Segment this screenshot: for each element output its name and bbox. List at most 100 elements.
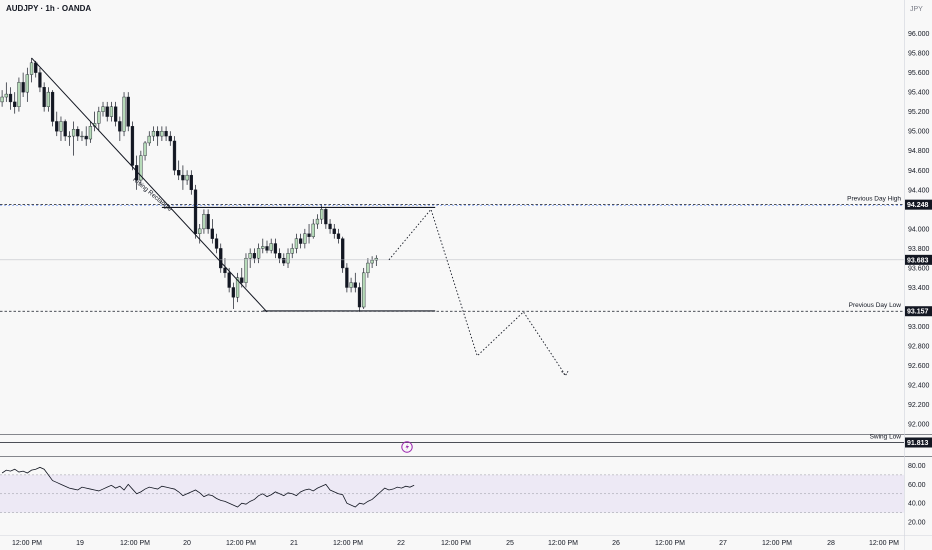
- price-tick-label: 93.000: [908, 324, 930, 331]
- candle-body: [349, 282, 353, 288]
- candle-body: [231, 287, 235, 298]
- time-tick-label: 19: [76, 540, 84, 547]
- level-price-tag-text: 93.157: [907, 309, 929, 316]
- time-tick-label: 12:00 PM: [441, 540, 471, 547]
- candle-body: [147, 135, 151, 144]
- candle-body: [345, 267, 349, 288]
- candle-body: [181, 174, 185, 181]
- time-tick-label: 20: [183, 540, 191, 547]
- candle-body: [21, 82, 25, 93]
- price-tick-label: 93.400: [908, 285, 930, 292]
- price-tick-label: 95.800: [908, 51, 930, 58]
- candle-body: [59, 121, 63, 132]
- price-tick-label: 95.000: [908, 129, 930, 136]
- candle-body: [97, 111, 101, 124]
- candle-body: [109, 106, 114, 117]
- price-tick-label: 93.600: [908, 265, 930, 272]
- candle-body: [315, 218, 320, 225]
- projection-path: [388, 208, 566, 376]
- level-label: Swing Low: [870, 433, 902, 440]
- candle-body: [282, 257, 286, 264]
- candle-body: [269, 243, 273, 251]
- candle-body: [156, 131, 160, 137]
- candle-body: [63, 121, 67, 137]
- candle-body: [193, 189, 198, 234]
- candle-body: [50, 91, 55, 122]
- time-axis[interactable]: 12:00 PM 19 12:00 PM 20 12:00 PM 21 12:00 PM 22…: [12, 540, 899, 547]
- candle-body: [71, 129, 76, 137]
- price-tick-label: 94.400: [908, 187, 930, 194]
- candle-body: [227, 272, 231, 288]
- candle-body: [143, 142, 147, 156]
- candle-body: [303, 233, 307, 244]
- candle-body: [118, 121, 122, 132]
- lightning-icon[interactable]: [401, 441, 413, 453]
- level-price-tag-text: 91.813: [907, 440, 929, 447]
- projection-arrow: [561, 370, 569, 377]
- candle-body: [219, 248, 223, 269]
- level-price-tag-text: 94.248: [907, 202, 929, 209]
- time-tick-label: 12:00 PM: [12, 540, 42, 547]
- price-tick-label: 92.600: [908, 363, 930, 370]
- candle-body: [235, 277, 240, 298]
- rsi-tick-label: 40.00: [908, 501, 926, 508]
- candle-body: [130, 126, 135, 166]
- candle-body: [160, 131, 164, 137]
- candle-body: [185, 174, 189, 181]
- candle-body: [17, 82, 21, 107]
- current-price-tag: [905, 254, 932, 265]
- rsi-tick-label: 60.00: [908, 482, 926, 489]
- candle-body: [113, 106, 118, 122]
- candle-body: [307, 233, 311, 237]
- candle-body: [46, 91, 50, 107]
- candle-body: [4, 93, 8, 98]
- candle-body: [206, 214, 210, 230]
- candle-body: [168, 135, 172, 142]
- candle-body: [25, 74, 29, 93]
- rsi-line: [1, 466, 415, 508]
- candle-body: [172, 140, 177, 171]
- time-tick-label: 26: [612, 540, 620, 547]
- candle-body: [84, 135, 88, 140]
- candle-body: [357, 287, 362, 308]
- price-tick-label: 92.000: [908, 422, 930, 429]
- candle-body: [277, 253, 282, 259]
- drawings-layer[interactable]: Previous Day High Previous Day Low Swing L…: [0, 57, 904, 443]
- candle-body: [273, 243, 278, 254]
- candle-body: [252, 253, 257, 259]
- price-tick-label: 92.200: [908, 402, 930, 409]
- candle-body: [370, 259, 374, 264]
- currency-label: JPY: [910, 6, 923, 13]
- candle-body: [290, 248, 294, 254]
- time-tick-label: 12:00 PM: [120, 540, 150, 547]
- time-tick-label: 27: [719, 540, 727, 547]
- candle-body: [362, 272, 366, 308]
- price-tick-label: 95.600: [908, 70, 930, 77]
- candle-body: [341, 238, 345, 269]
- candle-body: [13, 101, 17, 107]
- candle-body: [80, 135, 84, 138]
- candles-layer: [0, 57, 378, 312]
- price-axis[interactable]: 96.000 95.800 95.600 95.400 95.200 95.000 94.8…: [905, 31, 932, 527]
- candle-body: [42, 87, 46, 107]
- candle-body: [105, 106, 109, 117]
- candle-body: [122, 96, 126, 132]
- candle-body: [177, 170, 181, 176]
- level-label: Previous Day Low: [849, 302, 902, 309]
- candle-body: [101, 106, 105, 112]
- candle-body: [76, 129, 80, 137]
- symbol-title[interactable]: AUDJPY · 1h · OANDA: [6, 4, 92, 13]
- candle-body: [210, 228, 214, 239]
- price-tick-label: 95.400: [908, 90, 930, 97]
- candle-body: [8, 93, 13, 103]
- time-tick-label: 25: [506, 540, 514, 547]
- candle-body: [164, 131, 168, 137]
- candle-body: [256, 248, 261, 259]
- level-label: Previous Day High: [847, 196, 901, 203]
- candle-body: [328, 223, 332, 230]
- candle-body: [248, 253, 252, 259]
- level-price-tag: [905, 437, 932, 448]
- candle-body: [286, 253, 290, 264]
- price-tick-label: 92.800: [908, 344, 930, 351]
